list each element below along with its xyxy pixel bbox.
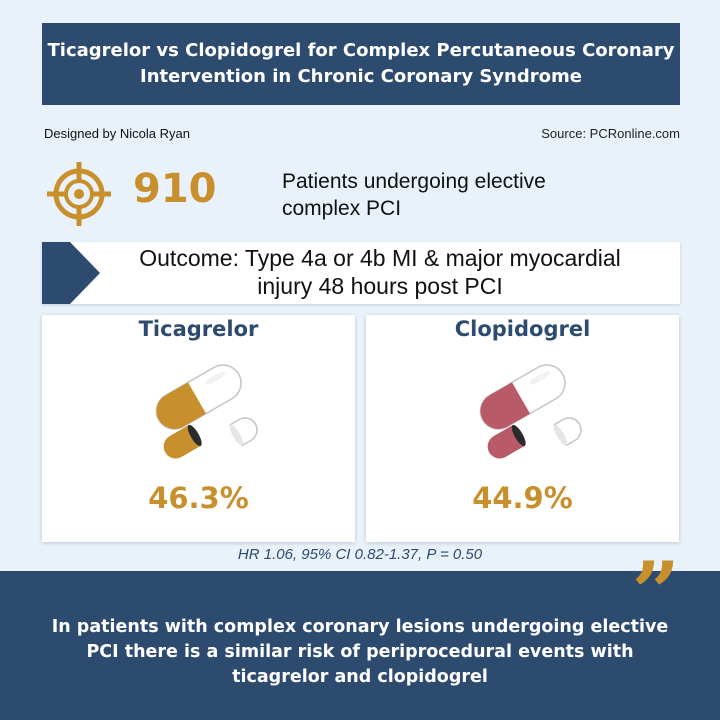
patient-count: 910 [133,166,217,212]
conclusion-line-2: PCI there is a similar risk of periproce… [86,642,634,662]
source-credit: Source: PCRonline.com [541,126,680,141]
population-line-2: complex PCI [282,197,402,220]
population-line-1: Patients undergoing elective [282,170,546,193]
clopidogrel-card: Clopidogrel 44.9% [366,315,679,542]
arm-name-clopidogrel: Clopidogrel [454,317,591,341]
chevron-right-icon [42,242,100,304]
quote-icon: ” [631,543,680,642]
outcome-text: Outcome: Type 4a or 4b MI & major myocar… [100,244,660,300]
capsule-icon [155,364,258,459]
ticagrelor-card: Ticagrelor 46.3% [42,315,355,542]
conclusion-line-1: In patients with complex coronary lesion… [51,617,669,637]
outcome-line-2: injury 48 hours post PCI [257,273,503,299]
arm-value-ticagrelor: 46.3% [148,481,249,515]
conclusion-banner: ” In patients with complex coronary lesi… [0,551,720,720]
population-description: Patients undergoing elective complex PCI [282,168,546,222]
target-icon [47,162,111,226]
title-line-2: Intervention in Chronic Coronary Syndrom… [140,66,582,87]
outcome-line-1: Outcome: Type 4a or 4b MI & major myocar… [139,245,621,271]
title-line-1: Ticagrelor vs Clopidogrel for Complex Pe… [47,40,675,61]
capsule-icon [479,364,582,459]
conclusion-line-3: ticagrelor and clopidogrel [232,667,488,687]
hazard-ratio-stats: HR 1.06, 95% CI 0.82-1.37, P = 0.50 [237,546,483,563]
arm-name-ticagrelor: Ticagrelor [138,317,259,341]
title-banner: Ticagrelor vs Clopidogrel for Complex Pe… [42,23,680,105]
designer-credit: Designed by Nicola Ryan [44,126,190,141]
arm-value-clopidogrel: 44.9% [472,481,573,515]
conclusion-text: In patients with complex coronary lesion… [20,615,700,690]
outcome-box: Outcome: Type 4a or 4b MI & major myocar… [42,242,680,304]
